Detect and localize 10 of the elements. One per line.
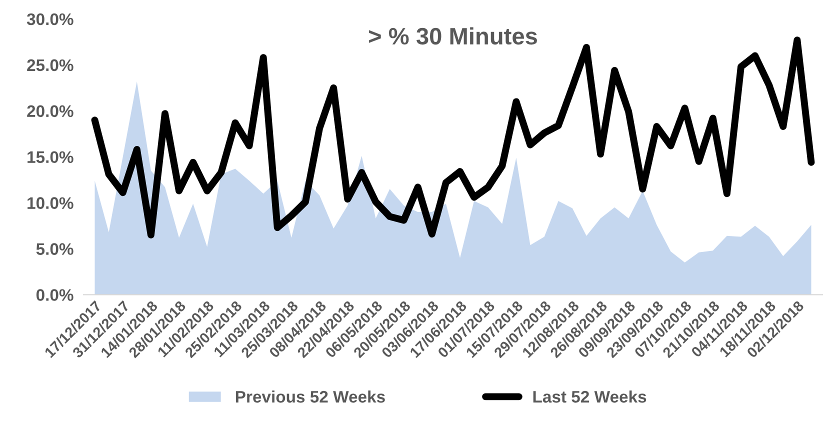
y-tick-label: 25.0% bbox=[27, 59, 74, 72]
y-tick-label: 0.0% bbox=[36, 289, 74, 301]
y-tick-label: 10.0% bbox=[28, 197, 74, 209]
y-tick-label: 20.0% bbox=[27, 105, 74, 118]
chart-title: > % 30 Minutes bbox=[369, 27, 537, 45]
y-tick-label: 15.0% bbox=[28, 151, 74, 164]
y-tick-label: 5.0% bbox=[36, 243, 74, 255]
legend-label: Previous 52 Weeks bbox=[236, 390, 385, 403]
legend-label: Last 52 Weeks bbox=[533, 390, 646, 403]
y-tick-label: 30.0% bbox=[26, 13, 74, 26]
